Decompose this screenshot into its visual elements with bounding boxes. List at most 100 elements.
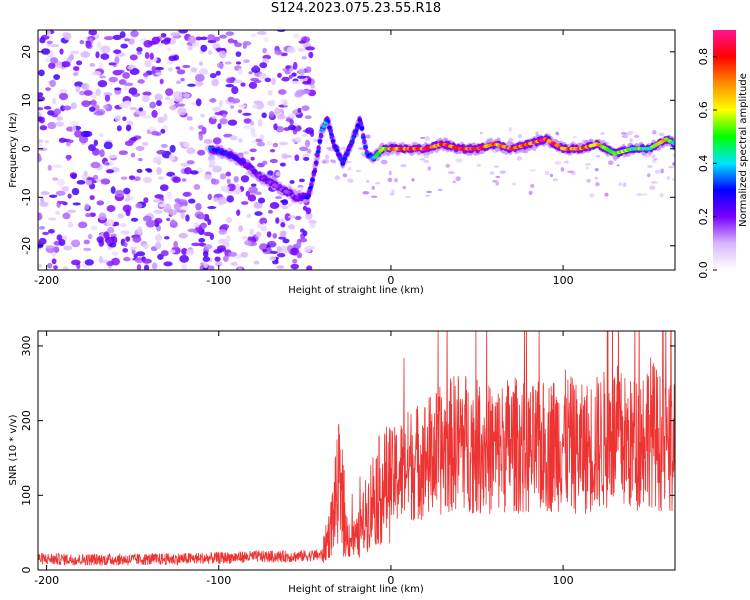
noise-blob [123, 187, 131, 195]
noise-blob [114, 56, 120, 65]
noise-blob [85, 40, 92, 49]
noise-blob [552, 178, 559, 182]
noise-blob [268, 110, 275, 118]
x-tick-label: 0 [387, 574, 394, 587]
noise-blob [235, 61, 242, 65]
noise-blob [544, 170, 550, 176]
noise-blob [38, 212, 43, 221]
noise-blob [113, 49, 122, 54]
noise-blob [211, 178, 220, 185]
noise-blob [245, 190, 251, 197]
noise-blob [83, 90, 93, 96]
noise-blob [292, 128, 298, 135]
noise-blob [183, 142, 191, 148]
noise-blob [249, 148, 257, 153]
noise-blob [240, 251, 249, 258]
snr-series-line [38, 331, 675, 566]
noise-blob [38, 139, 44, 144]
noise-blob [528, 190, 533, 195]
noise-blob [62, 266, 69, 270]
noise-blob [51, 251, 56, 257]
snr-x-ticks: -200 -100 0 100 [34, 331, 574, 587]
noise-blob [380, 159, 388, 165]
noise-blob [182, 192, 191, 197]
noise-blob [114, 115, 121, 122]
noise-blob [111, 236, 118, 245]
noise-blob [549, 173, 554, 178]
spectrogram-frame [37, 29, 676, 271]
noise-blob [595, 155, 601, 158]
noise-blob [308, 51, 314, 59]
noise-blob [216, 62, 224, 69]
noise-blob [402, 185, 406, 190]
ridge-core [338, 157, 344, 161]
noise-blob [200, 44, 208, 52]
noise-blob [155, 233, 162, 242]
noise-blob [371, 185, 375, 190]
noise-blob [594, 167, 599, 172]
noise-blob [223, 133, 233, 138]
noise-blob [142, 114, 151, 119]
noise-blob [259, 72, 267, 79]
noise-blob [47, 164, 53, 171]
noise-blob [69, 120, 80, 126]
noise-blob [276, 253, 286, 258]
noise-blob [179, 254, 190, 263]
noise-blob [38, 111, 42, 117]
noise-blob [89, 63, 96, 67]
noise-blob [184, 167, 192, 175]
noise-blob [604, 192, 609, 197]
noise-blob [282, 154, 293, 158]
noise-blob [296, 75, 307, 79]
noise-blob [193, 222, 200, 228]
noise-blob [63, 245, 73, 251]
noise-blob [226, 195, 234, 203]
noise-blob [187, 228, 197, 233]
noise-blob [243, 118, 252, 124]
x-tick-label: 0 [387, 274, 394, 287]
noise-blob [90, 99, 97, 108]
noise-blob [173, 202, 182, 211]
noise-blob [394, 178, 398, 183]
noise-blob [89, 212, 96, 218]
noise-blob [178, 232, 188, 239]
colorbar-tick-label: 0.0 [697, 261, 710, 279]
noise-blob [589, 193, 595, 198]
noise-blob [616, 164, 620, 167]
spectrogram-x-label: Height of straight line (km) [288, 285, 424, 296]
ridge-band [316, 145, 321, 152]
noise-blob [83, 170, 88, 177]
noise-blob [96, 41, 102, 50]
noise-blob [214, 261, 223, 267]
noise-blob [157, 116, 165, 124]
noise-blob [187, 45, 194, 51]
noise-blob [67, 209, 77, 214]
noise-blob [152, 199, 162, 203]
noise-blob [142, 258, 152, 264]
noise-blob [277, 114, 286, 120]
noise-blob [142, 243, 149, 250]
noise-blob [58, 137, 67, 143]
noise-blob [225, 235, 231, 242]
noise-blob [241, 235, 248, 240]
noise-blob [489, 171, 495, 175]
noise-blob [190, 67, 198, 73]
noise-blob [282, 238, 290, 244]
noise-blob [123, 256, 131, 262]
noise-blob [185, 214, 190, 222]
noise-blob [129, 246, 137, 251]
noise-blob [326, 146, 332, 151]
noise-blob [214, 256, 221, 262]
noise-blob [358, 147, 365, 150]
noise-blob [208, 50, 213, 55]
noise-blob [340, 146, 347, 150]
noise-blob [96, 200, 105, 206]
noise-blob [123, 85, 128, 92]
noise-blob [211, 78, 220, 87]
noise-blob [641, 193, 648, 196]
noise-blob [39, 201, 49, 208]
noise-blob [243, 125, 253, 129]
noise-blob [347, 167, 352, 171]
noise-blob [296, 240, 302, 248]
noise-blob [198, 61, 203, 66]
